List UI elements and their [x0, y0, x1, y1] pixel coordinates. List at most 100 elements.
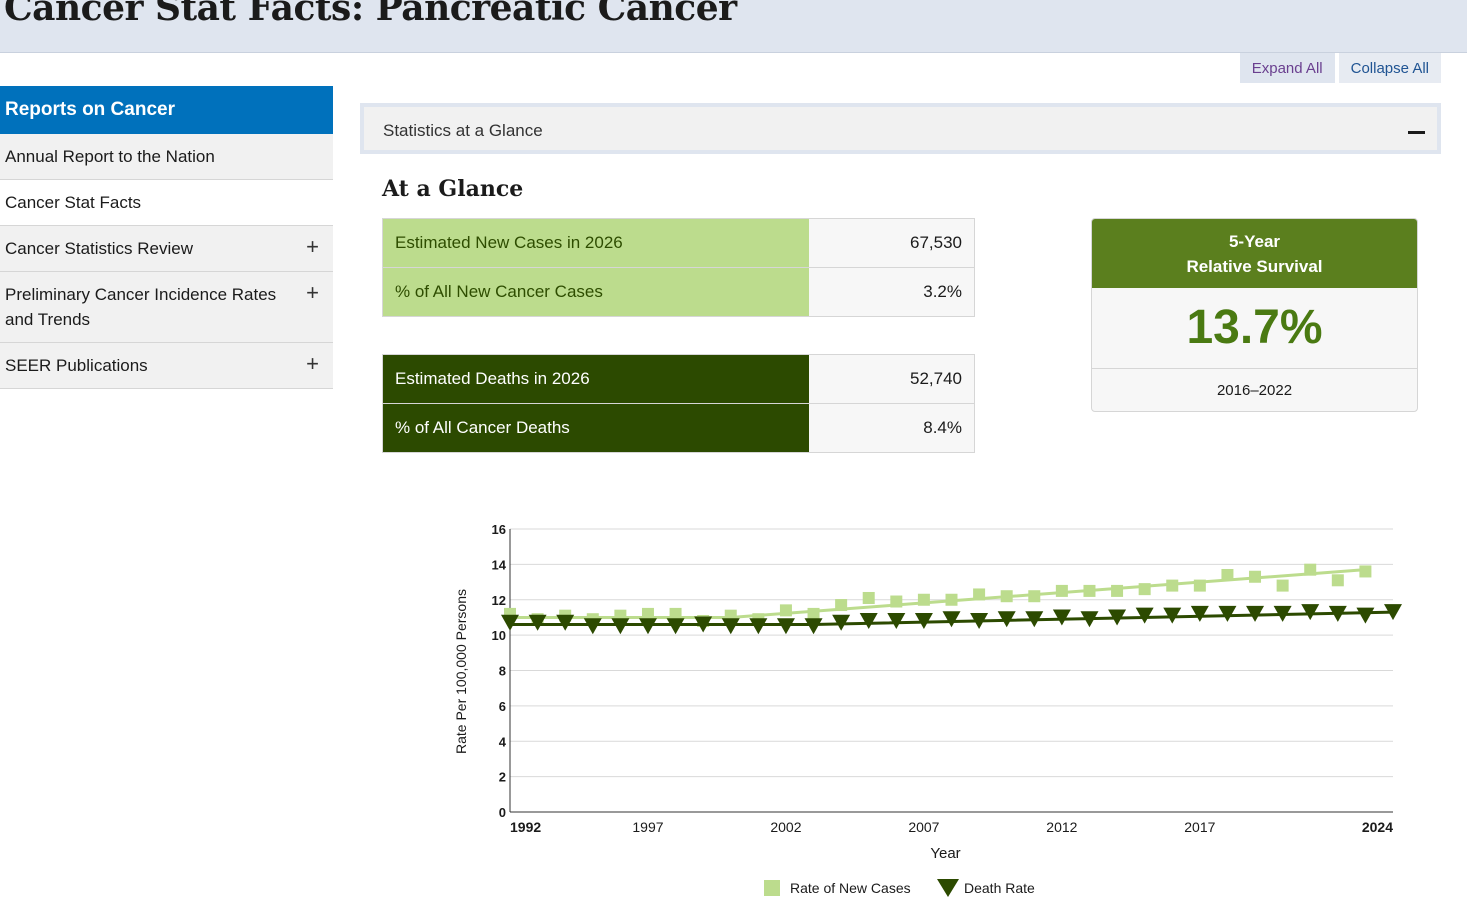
data-point-death-rate — [528, 614, 547, 631]
data-point-death-rate — [694, 616, 713, 633]
data-point-new-cases — [1276, 579, 1289, 592]
survival-heading: 5-Year Relative Survival — [1092, 219, 1417, 288]
page-header: Cancer Stat Facts: Pancreatic Cancer — [0, 0, 1467, 53]
y-tick-label: 2 — [499, 770, 506, 785]
survival-value: 13.7% — [1186, 301, 1323, 354]
data-point-new-cases — [1028, 590, 1041, 603]
data-point-death-rate — [1025, 611, 1044, 628]
data-point-death-rate — [583, 618, 602, 635]
data-point-death-rate — [721, 618, 740, 635]
survival-heading-line2: Relative Survival — [1186, 257, 1323, 276]
legend-triangle-icon — [937, 879, 959, 897]
collapse-all-button[interactable]: Collapse All — [1338, 53, 1441, 83]
stat-value: 8.4% — [809, 404, 974, 452]
sidebar-item-label: Annual Report to the Nation — [5, 147, 215, 166]
legend-label: Rate of New Cases — [790, 880, 911, 896]
survival-card: 5-Year Relative Survival 13.7% 2016–2022 — [1091, 218, 1418, 412]
data-point-death-rate — [1163, 607, 1182, 624]
section-heading: At a Glance — [382, 176, 524, 202]
data-point-death-rate — [1080, 611, 1099, 628]
data-point-new-cases — [1111, 584, 1124, 597]
x-axis-title: Year — [930, 845, 960, 862]
new-cases-table: Estimated New Cases in 2026 67,530 % of … — [382, 218, 975, 317]
data-point-death-rate — [1273, 605, 1292, 622]
y-tick-label: 14 — [492, 557, 507, 572]
data-point-death-rate — [970, 612, 989, 629]
table-row: Estimated New Cases in 2026 67,530 — [383, 219, 974, 267]
data-point-death-rate — [1218, 605, 1237, 622]
data-point-death-rate — [887, 612, 906, 629]
stat-label: Estimated Deaths in 2026 — [383, 355, 809, 403]
sidebar-item-seer-publications[interactable]: SEER Publications + — [0, 343, 333, 389]
legend-label: Death Rate — [964, 880, 1035, 896]
stat-label: Estimated New Cases in 2026 — [383, 219, 809, 267]
data-point-death-rate — [1108, 609, 1127, 626]
x-tick-label: 1997 — [632, 819, 663, 835]
data-point-new-cases — [1193, 579, 1206, 592]
chart-series — [501, 563, 1402, 635]
x-tick-label: 2007 — [908, 819, 939, 835]
data-point-death-rate — [501, 614, 519, 631]
data-point-new-cases — [862, 591, 875, 604]
stat-label: % of All Cancer Deaths — [383, 404, 809, 452]
x-tick-label: 1992 — [510, 819, 541, 835]
x-tick-label: 2012 — [1046, 819, 1077, 835]
sidebar-item-cancer-stat-facts[interactable]: Cancer Stat Facts — [0, 180, 333, 226]
table-row: % of All New Cancer Cases 3.2% — [383, 267, 974, 316]
legend-square-icon — [764, 880, 780, 896]
survival-range: 2016–2022 — [1092, 368, 1417, 411]
data-point-death-rate — [1190, 605, 1209, 622]
data-point-death-rate — [832, 614, 851, 631]
data-point-new-cases — [945, 593, 958, 606]
data-point-new-cases — [807, 607, 820, 620]
data-point-new-cases — [1083, 584, 1096, 597]
plus-icon[interactable]: + — [306, 234, 319, 259]
stat-label: % of All New Cancer Cases — [383, 268, 809, 316]
plus-icon[interactable]: + — [306, 280, 319, 305]
chart-svg: 0 2 4 6 8 10 12 14 16 1992 1997 2002 2007 2012 2017 202… — [453, 522, 1402, 897]
stat-value: 67,530 — [809, 219, 974, 267]
sidebar-item-preliminary-incidence[interactable]: Preliminary Cancer Incidence Rates and T… — [0, 272, 333, 343]
accordion-label: Statistics at a Glance — [383, 121, 543, 140]
data-point-death-rate — [859, 612, 878, 629]
sidebar-item-annual-report[interactable]: Annual Report to the Nation — [0, 134, 333, 180]
accordion-statistics-at-a-glance[interactable]: Statistics at a Glance — [360, 103, 1441, 154]
y-tick-label: 16 — [492, 522, 506, 537]
plus-icon[interactable]: + — [306, 351, 319, 376]
data-point-death-rate — [1384, 604, 1402, 621]
chart-grid — [510, 528, 1393, 778]
data-point-new-cases — [1249, 570, 1262, 583]
data-point-death-rate — [666, 618, 685, 635]
x-tick-label: 2002 — [770, 819, 801, 835]
sidebar-item-label: Cancer Stat Facts — [5, 193, 142, 212]
data-point-death-rate — [776, 618, 795, 635]
data-point-death-rate — [914, 612, 933, 629]
y-tick-label: 8 — [499, 664, 506, 679]
data-point-death-rate — [638, 618, 657, 635]
data-point-new-cases — [917, 593, 930, 606]
data-point-new-cases — [1331, 574, 1344, 587]
chart-legend[interactable]: Rate of New Cases Death Rate — [764, 879, 1035, 897]
survival-heading-line1: 5-Year — [1228, 232, 1281, 251]
data-point-death-rate — [1052, 609, 1071, 626]
stat-value: 3.2% — [809, 268, 974, 316]
sidebar-item-label: Preliminary Cancer Incidence Rates and T… — [5, 285, 277, 329]
sidebar: Reports on Cancer Annual Report to the N… — [0, 86, 333, 389]
data-point-death-rate — [804, 618, 823, 635]
deaths-table: Estimated Deaths in 2026 52,740 % of All… — [382, 354, 975, 453]
data-point-death-rate — [997, 611, 1016, 628]
data-point-new-cases — [1221, 568, 1234, 581]
y-tick-label: 4 — [499, 734, 507, 749]
sidebar-item-cancer-statistics-review[interactable]: Cancer Statistics Review + — [0, 226, 333, 272]
y-tick-label: 6 — [499, 699, 506, 714]
sidebar-heading[interactable]: Reports on Cancer — [0, 86, 333, 134]
rate-trend-chart: 0 2 4 6 8 10 12 14 16 1992 1997 2002 2007 2012 2017 202… — [440, 505, 1420, 910]
expand-all-button[interactable]: Expand All — [1239, 53, 1335, 83]
data-point-new-cases — [1000, 590, 1013, 603]
minus-icon[interactable] — [1408, 131, 1425, 134]
sidebar-item-label: Cancer Statistics Review — [5, 239, 194, 258]
x-tick-label: 2024 — [1362, 819, 1393, 835]
y-tick-label: 12 — [492, 593, 506, 608]
data-point-new-cases — [1055, 584, 1068, 597]
data-point-death-rate — [1356, 607, 1375, 624]
